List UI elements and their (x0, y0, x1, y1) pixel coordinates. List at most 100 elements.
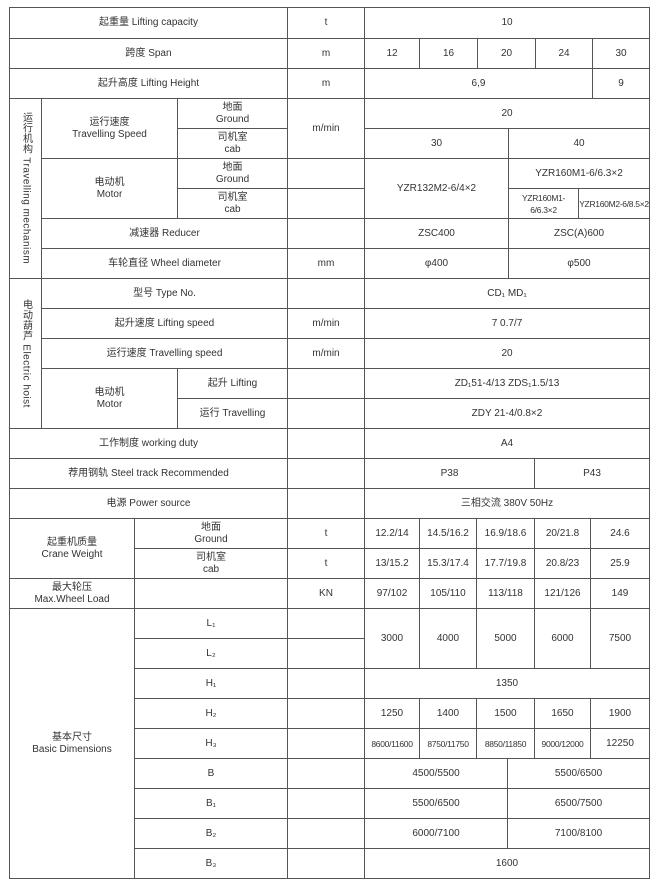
value-cell: 20.8/23 (534, 548, 591, 579)
value-cell: 5500/6500 (364, 788, 508, 819)
value-cell: YZR160M2-6/8.5×2 (578, 188, 650, 219)
value-cell-text: YZR132M2-6/4×2 (396, 182, 477, 194)
unit-cell-text: m/min (312, 347, 340, 359)
value-cell-text: 20.8/23 (545, 557, 580, 569)
sub-label: 司机室 cab (177, 188, 288, 219)
value-cell: φ400 (364, 248, 509, 279)
value-cell-text: φ500 (567, 257, 591, 269)
value-cell: 8600/11600 (364, 728, 420, 759)
value-cell: 25.9 (590, 548, 650, 579)
value-cell-text: 24 (558, 47, 570, 59)
value-cell: 16 (419, 38, 478, 69)
value-cell: 20/21.8 (534, 518, 591, 549)
value-cell: 14.5/16.2 (419, 518, 477, 549)
row-label-text: 基本尺寸 Basic Dimensions (32, 731, 112, 755)
sub-label: B₁ (134, 788, 288, 819)
sub-label-text: 地面 Ground (215, 101, 250, 125)
sub-label: H₂ (134, 698, 288, 729)
unit-cell: KN (287, 578, 365, 609)
value-cell: 9 (592, 68, 650, 99)
value-cell-text: 1650 (551, 707, 574, 719)
value-cell-text: 7 0.7/7 (491, 317, 523, 329)
value-cell: ZD₁51-4/13 ZDS₁1.5/13 (364, 368, 650, 399)
sub-label-text: L₂ (206, 647, 216, 659)
sub-label: 地面 Ground (134, 518, 288, 549)
sub-label (134, 578, 288, 609)
value-cell-text: 7100/8100 (554, 827, 603, 839)
unit-cell: t (287, 7, 365, 39)
unit-cell (287, 488, 365, 519)
value-cell: 30 (592, 38, 650, 69)
value-cell: 7500 (590, 608, 650, 669)
unit-cell (287, 668, 365, 699)
value-cell-text: YZR160M1-6/6.3×2 (521, 192, 566, 215)
value-cell-text: 149 (611, 587, 629, 599)
unit-cell: t (287, 548, 365, 579)
sub-label-text: B₁ (205, 797, 217, 809)
unit-cell (287, 698, 365, 729)
value-cell: 3000 (364, 608, 420, 669)
sub-label: H₁ (134, 668, 288, 699)
value-cell-text: 6000/7100 (412, 827, 460, 839)
value-cell-text: φ400 (424, 257, 449, 269)
value-cell-text: 1900 (608, 707, 632, 719)
value-cell-text: 4500/5500 (412, 767, 460, 779)
row-label: 起升高度 Lifting Height (9, 68, 288, 99)
unit-cell (287, 638, 365, 669)
section-label-text: 电动葫芦 Electric hoist (20, 299, 32, 408)
sub-label-text: 司机室 cab (196, 551, 226, 575)
unit-cell (287, 608, 365, 639)
value-cell-text: 1600 (495, 857, 519, 869)
value-cell: 5500/6500 (507, 758, 650, 789)
value-cell-text: 6,9 (471, 77, 486, 89)
row-label-text: 起升高度 Lifting Height (97, 77, 200, 89)
value-cell-text: 20 (501, 107, 513, 119)
value-cell: 17.7/19.8 (476, 548, 535, 579)
unit-cell (287, 848, 365, 879)
value-cell: A4 (364, 428, 650, 459)
value-cell: 1500 (476, 698, 535, 729)
unit-cell (287, 728, 365, 759)
sub-label: B (134, 758, 288, 789)
value-cell-text: 25.9 (610, 557, 630, 569)
row-label-text: 跨度 Span (125, 47, 172, 59)
value-cell: 113/118 (476, 578, 535, 609)
value-cell: YZR160M1-6/6.3×2 (508, 158, 650, 189)
sub-label: L₂ (134, 638, 288, 669)
value-cell-text: 1400 (436, 707, 460, 719)
value-cell-text: A4 (500, 437, 514, 449)
value-cell-text: YZR160M2-6/8.5×2 (579, 198, 649, 209)
value-cell-text: ZSC400 (418, 227, 455, 239)
row-label: 起升速度 Lifting speed (41, 308, 288, 339)
value-cell-text: 24.6 (610, 527, 630, 539)
value-cell-text: 40 (573, 137, 585, 149)
value-cell: 20 (477, 38, 536, 69)
sub-label-text: 司机室 cab (217, 131, 248, 155)
value-cell: 三相交流 380V 50Hz (364, 488, 650, 519)
sub-label-text: L₁ (206, 617, 216, 629)
value-cell-text: 20/21.8 (545, 527, 580, 539)
value-cell: 9000/12000 (534, 728, 591, 759)
row-label: 电动机 Motor (41, 368, 178, 429)
row-label-text: 起重机质量 Crane Weight (41, 536, 103, 560)
value-cell: 12.2/14 (364, 518, 420, 549)
value-cell-text: ZDY 21-4/0.8×2 (471, 407, 543, 419)
value-cell-text: 16 (442, 47, 455, 59)
value-cell-text: 8750/11750 (427, 738, 469, 749)
value-cell: 6000 (534, 608, 591, 669)
value-cell-text: 13/15.2 (375, 557, 409, 569)
value-cell: 97/102 (364, 578, 420, 609)
value-cell: 8850/11850 (476, 728, 535, 759)
value-cell: 1600 (364, 848, 650, 879)
unit-cell: m (287, 38, 365, 69)
value-cell: 4000 (419, 608, 477, 669)
value-cell: 6,9 (364, 68, 593, 99)
value-cell-text: 9000/12000 (541, 738, 584, 749)
value-cell: 6500/7500 (507, 788, 650, 819)
value-cell-text: 7500 (608, 632, 632, 644)
row-label-text: 工作制度 working duty (99, 437, 198, 449)
value-cell: 8750/11750 (419, 728, 477, 759)
value-cell-text: 4000 (436, 632, 460, 644)
unit-cell (287, 278, 365, 309)
value-cell-text: 16.9/18.6 (484, 527, 527, 539)
